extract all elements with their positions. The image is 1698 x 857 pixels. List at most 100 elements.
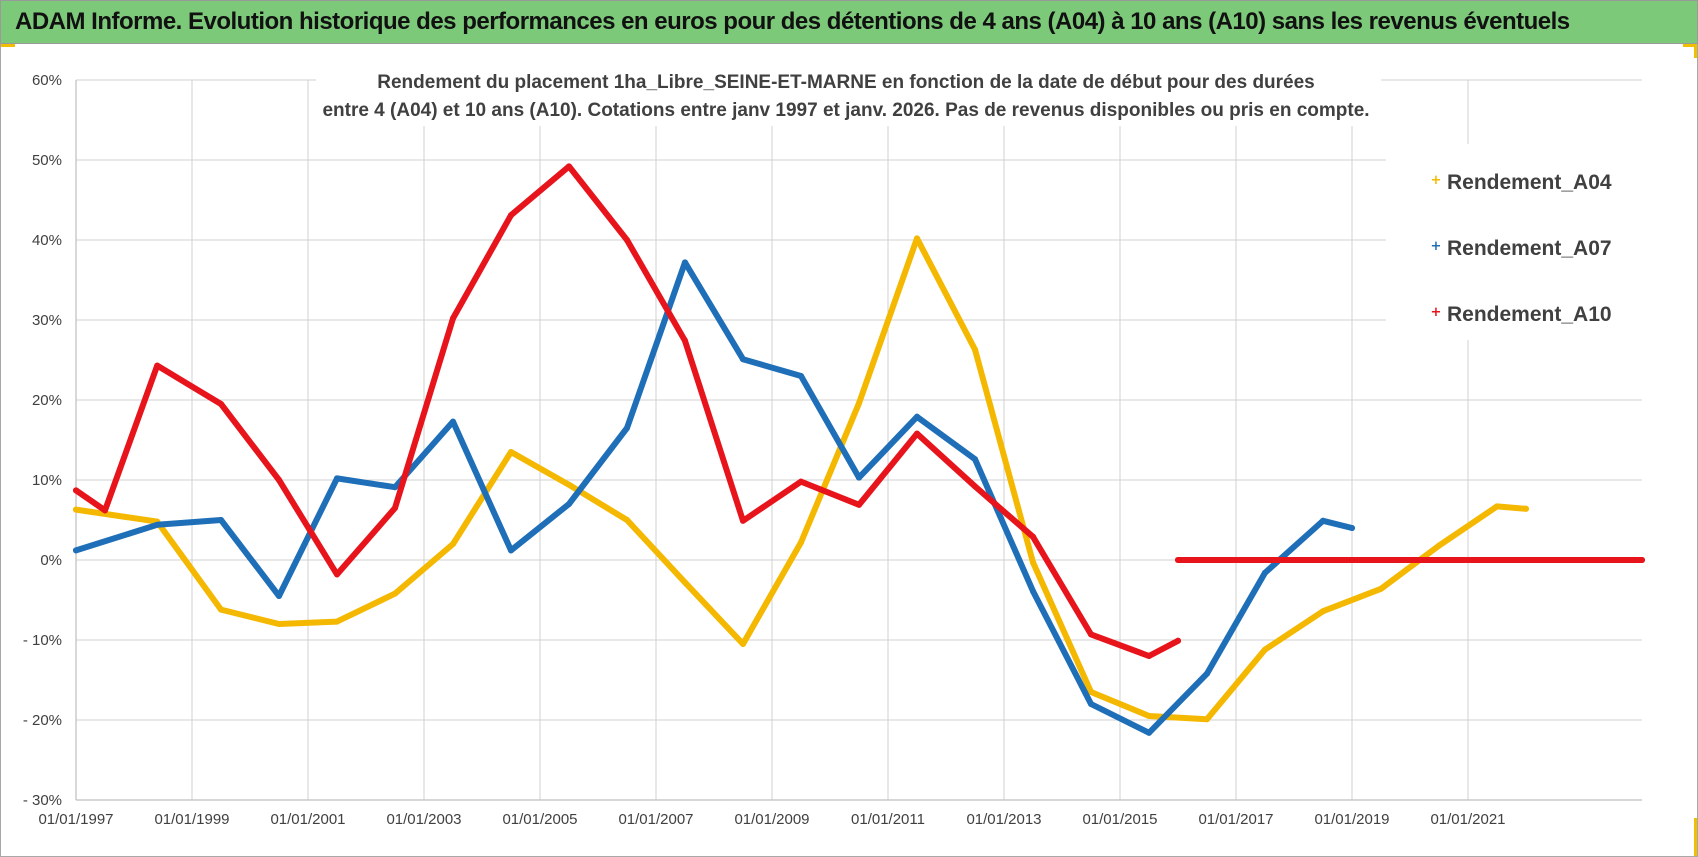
data-point-rendement-a10 bbox=[1175, 637, 1181, 644]
x-tick-label: 01/01/1999 bbox=[154, 811, 229, 828]
y-tick-label: 40% bbox=[32, 232, 62, 249]
data-point-rendement-a07 bbox=[798, 373, 804, 379]
data-point-rendement-a10 bbox=[450, 315, 456, 322]
data-point-rendement-a10 bbox=[914, 430, 920, 437]
data-point-rendement-a04 bbox=[1378, 585, 1384, 592]
x-tick-label: 01/01/2003 bbox=[386, 811, 461, 828]
data-point-rendement-a04 bbox=[334, 618, 340, 625]
data-point-rendement-a07 bbox=[740, 356, 746, 363]
data-point-rendement-a10 bbox=[972, 483, 978, 490]
chart-title-line-2: entre 4 (A04) et 10 ans (A10). Cotations… bbox=[322, 100, 1369, 121]
data-point-rendement-a04 bbox=[276, 621, 282, 627]
data-point-rendement-a04 bbox=[856, 400, 862, 407]
data-point-rendement-a07 bbox=[914, 413, 920, 420]
legend-label: Rendement_A04 bbox=[1447, 171, 1612, 194]
y-tick-label: 20% bbox=[32, 392, 62, 409]
y-tick-label: 0% bbox=[40, 552, 62, 569]
data-point-rendement-a04 bbox=[972, 346, 978, 353]
data-point-rendement-a04 bbox=[1146, 713, 1152, 719]
x-tick-label: 01/01/2015 bbox=[1082, 811, 1157, 828]
data-point-rendement-a04 bbox=[450, 541, 456, 547]
data-point-rendement-a07 bbox=[276, 593, 282, 599]
x-tick-label: 01/01/2005 bbox=[502, 811, 577, 828]
corner-mark bbox=[1694, 818, 1697, 856]
y-tick-label: 60% bbox=[32, 72, 62, 89]
data-point-rendement-a04 bbox=[1030, 559, 1036, 566]
data-point-rendement-a07 bbox=[1030, 588, 1036, 595]
data-point-rendement-a07 bbox=[218, 517, 224, 523]
data-point-rendement-a04 bbox=[1320, 608, 1326, 615]
corner-mark bbox=[1683, 44, 1697, 47]
data-point-rendement-a10 bbox=[856, 501, 862, 508]
corner-mark bbox=[1694, 44, 1697, 58]
data-point-rendement-a10 bbox=[1175, 557, 1181, 563]
x-tick-label: 01/01/2007 bbox=[618, 811, 693, 828]
report-banner: ADAM Informe. Evolution historique des p… bbox=[0, 0, 1698, 44]
chart-area: - 30% - 20% - 10% 0% 10% 20% 30% 40% 50% 60% 01/01… bbox=[0, 44, 1698, 857]
x-tick-label: 01/01/2001 bbox=[270, 811, 345, 828]
data-point-rendement-a07 bbox=[450, 418, 456, 425]
data-point-rendement-a10 bbox=[102, 507, 108, 514]
data-point-rendement-a04 bbox=[1494, 503, 1500, 510]
data-point-rendement-a04 bbox=[624, 517, 630, 523]
x-tick-label: 01/01/2013 bbox=[966, 811, 1041, 828]
data-point-rendement-a07 bbox=[1146, 729, 1152, 736]
data-point-rendement-a07 bbox=[334, 475, 340, 482]
data-point-rendement-a10 bbox=[73, 487, 79, 494]
data-point-rendement-a10 bbox=[276, 477, 282, 483]
data-point-rendement-a07 bbox=[1349, 525, 1355, 531]
data-point-rendement-a04 bbox=[1436, 542, 1442, 549]
x-tick-label: 01/01/2019 bbox=[1314, 811, 1389, 828]
x-tick-label: 01/01/2009 bbox=[734, 811, 809, 828]
series-layer bbox=[73, 163, 1645, 736]
data-point-rendement-a07 bbox=[1204, 670, 1210, 677]
line-chart: - 30% - 20% - 10% 0% 10% 20% 30% 40% 50% 60% 01/01… bbox=[23, 64, 1645, 828]
corner-mark bbox=[1, 44, 15, 47]
data-point-rendement-a10 bbox=[740, 517, 746, 524]
data-point-rendement-a07 bbox=[154, 521, 161, 528]
data-point-rendement-a07 bbox=[1262, 569, 1268, 576]
y-tick-label: - 20% bbox=[23, 712, 62, 729]
data-point-rendement-a07 bbox=[972, 456, 978, 463]
data-point-rendement-a10 bbox=[218, 401, 224, 407]
data-point-rendement-a04 bbox=[1523, 505, 1529, 512]
y-tick-label: 10% bbox=[32, 472, 62, 489]
data-point-rendement-a10 bbox=[334, 571, 340, 578]
data-point-rendement-a10 bbox=[392, 505, 398, 511]
data-point-rendement-a04 bbox=[1204, 716, 1210, 723]
data-point-rendement-a07 bbox=[682, 259, 688, 266]
data-point-rendement-a10 bbox=[624, 237, 630, 243]
x-tick-label: 01/01/2017 bbox=[1198, 811, 1273, 828]
x-tick-label: 01/01/2011 bbox=[851, 811, 925, 828]
series-line-rendement-a07 bbox=[73, 259, 1355, 736]
data-point-rendement-a10 bbox=[798, 478, 804, 485]
data-point-rendement-a04 bbox=[218, 606, 224, 613]
axis-layer: - 30% - 20% - 10% 0% 10% 20% 30% 40% 50% 60% 01/01… bbox=[23, 72, 1642, 828]
legend-marker: + bbox=[1431, 239, 1442, 254]
data-point-rendement-a07 bbox=[1088, 701, 1094, 707]
legend-label: Rendement_A07 bbox=[1447, 237, 1612, 260]
data-point-rendement-a10 bbox=[1146, 653, 1152, 659]
data-point-rendement-a07 bbox=[73, 547, 79, 554]
chart-title-line-1: Rendement du placement 1ha_Libre_SEINE-E… bbox=[377, 72, 1315, 93]
legend-label: Rendement_A10 bbox=[1447, 303, 1612, 326]
data-point-rendement-a07 bbox=[624, 425, 630, 431]
data-point-rendement-a10 bbox=[1088, 631, 1094, 638]
data-point-rendement-a07 bbox=[856, 474, 862, 481]
data-point-rendement-a07 bbox=[566, 501, 572, 507]
y-tick-label: 30% bbox=[32, 312, 62, 329]
data-point-rendement-a04 bbox=[508, 449, 514, 455]
x-tick-label: 01/01/2021 bbox=[1430, 811, 1505, 828]
data-point-rendement-a04 bbox=[740, 641, 746, 647]
data-point-rendement-a10 bbox=[682, 337, 688, 344]
data-point-rendement-a10 bbox=[566, 163, 572, 170]
data-point-rendement-a04 bbox=[566, 481, 572, 488]
data-point-rendement-a07 bbox=[392, 484, 398, 491]
data-point-rendement-a10 bbox=[1030, 533, 1036, 540]
data-point-rendement-a10 bbox=[154, 362, 161, 369]
legend: + Rendement_A04 + Rendement_A07 + Rendement_A… bbox=[1386, 144, 1644, 340]
data-point-rendement-a04 bbox=[798, 539, 804, 546]
x-tick-label: 01/01/1997 bbox=[38, 811, 113, 828]
data-point-rendement-a04 bbox=[73, 506, 79, 513]
data-point-rendement-a10 bbox=[1639, 557, 1645, 563]
